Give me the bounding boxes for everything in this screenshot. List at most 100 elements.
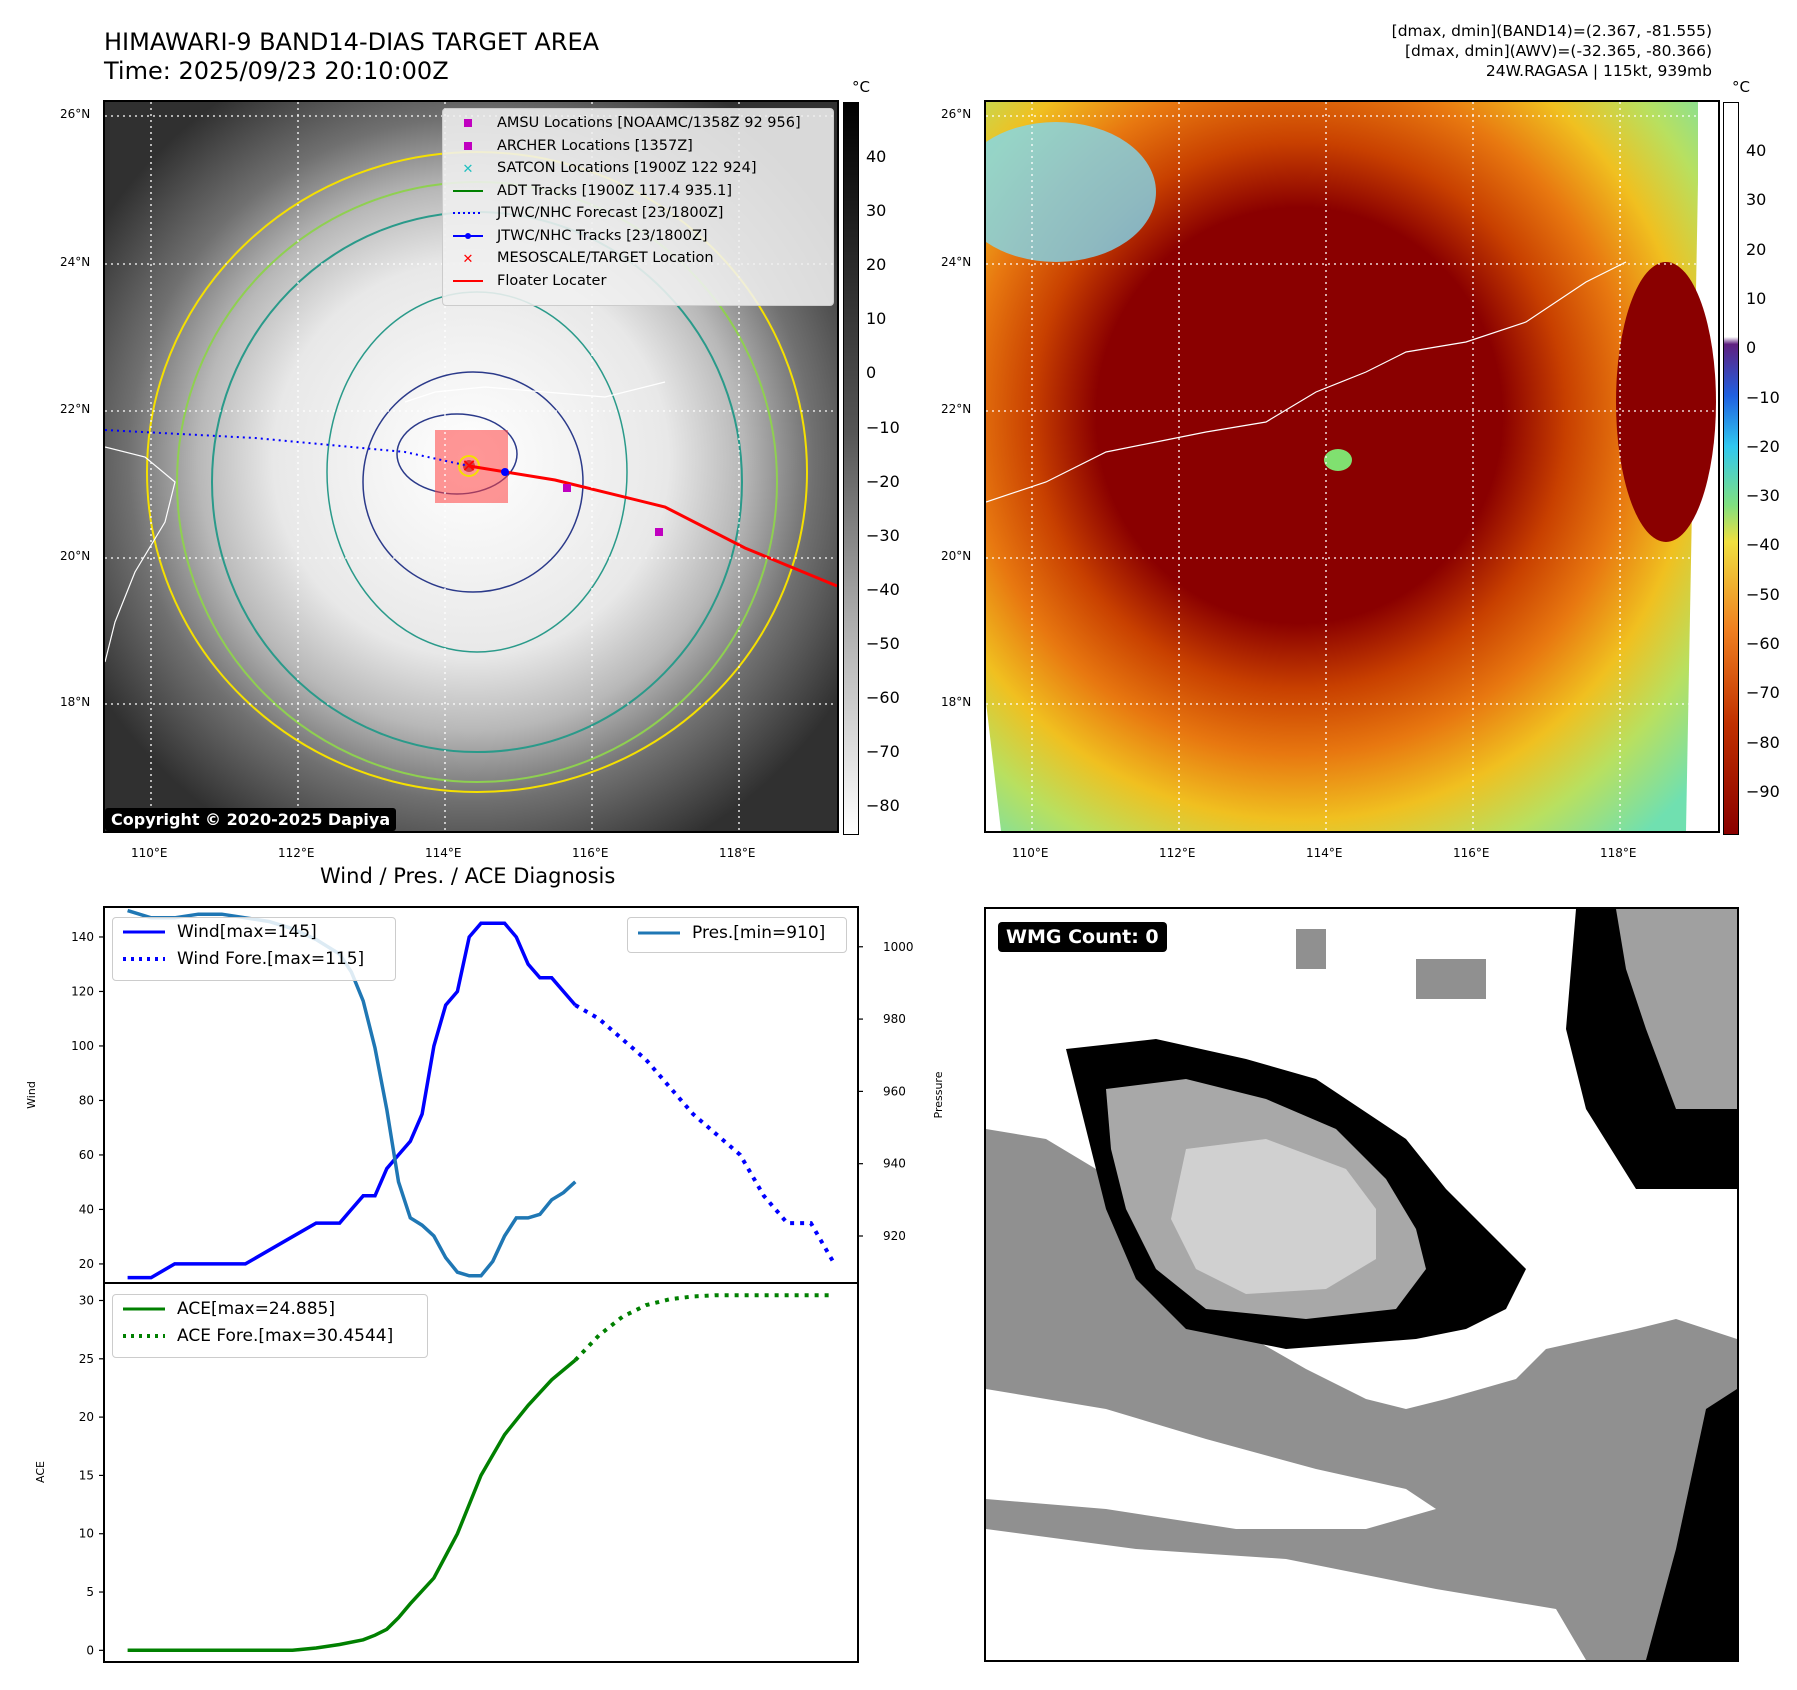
colorbar-tick-label: −40 (1746, 535, 1780, 555)
ace-legend: ACE[max=24.885] ACE Fore.[max=30.4544] (112, 1294, 428, 1358)
colorbar-tick-label: −80 (866, 796, 900, 816)
wind-fore-legend-label: Wind Fore.[max=115] (177, 948, 365, 969)
wmg-panel[interactable]: WMG Count: 0 (984, 907, 1739, 1662)
pressure-ytick-label: 920 (883, 1229, 906, 1243)
awv-range-text: [dmax, dmin](AWV)=(-32.365, -80.366) (1405, 42, 1712, 60)
colorbar-right-unit: °C (1732, 78, 1750, 96)
legend-swatch (453, 189, 483, 192)
lon-tick-label: 112°E (278, 846, 315, 860)
legend-item: JTWC/NHC Tracks [23/1800Z] (443, 225, 833, 248)
band14-colorbar (843, 102, 859, 835)
pressure-ytick-label: 980 (883, 1012, 906, 1026)
lon-tick-label: 114°E (425, 846, 462, 860)
colorbar-tick-label: −30 (866, 525, 900, 545)
mesoscale-marker-icon: ✕ (461, 456, 476, 477)
wind-ytick-label: 100 (71, 1039, 94, 1053)
colorbar-left-unit: °C (852, 78, 870, 96)
legend-swatch (453, 212, 483, 215)
legend-swatch: ✕ (463, 162, 474, 174)
wind-ytick-label: 60 (79, 1148, 94, 1162)
lat-tick-label: 18°N (941, 695, 972, 709)
ace-legend-swatch (123, 1307, 165, 1310)
legend-label: AMSU Locations [NOAAMC/1358Z 92 956] (497, 115, 801, 132)
lon-tick-label: 118°E (1600, 846, 1637, 860)
map-legend: AMSU Locations [NOAAMC/1358Z 92 956] ARCH… (442, 108, 834, 306)
legend-item: ✕ SATCON Locations [1900Z 122 924] (443, 157, 833, 180)
colorbar-tick-label: −60 (866, 688, 900, 707)
colorbar-tick-label: 0 (866, 363, 877, 383)
wind-ytick-label: 20 (79, 1257, 94, 1271)
lon-tick-label: 110°E (1012, 846, 1049, 860)
wind-ytick-label: 40 (79, 1202, 94, 1216)
colorbar-tick-label: 40 (1746, 141, 1767, 160)
legend-swatch (464, 119, 472, 128)
legend-label: MESOSCALE/TARGET Location (497, 250, 714, 267)
ace-ytick-label: 30 (79, 1293, 94, 1307)
wind-legend: Wind[max=145] Wind Fore.[max=115] (112, 917, 396, 981)
lat-tick-label: 24°N (941, 255, 972, 269)
ace-ytick-label: 20 (79, 1410, 94, 1424)
diagnosis-chart-title: Wind / Pres. / ACE Diagnosis (320, 864, 616, 888)
ace-ytick-label: 5 (86, 1585, 94, 1599)
colorbar-tick-label: −70 (866, 742, 900, 762)
ace-line (127, 1358, 577, 1653)
band14-map-panel[interactable]: ✕ AMSU Locations [NOAAMC/1358Z 92 956] AR… (103, 100, 839, 833)
lon-tick-label: 116°E (572, 846, 609, 860)
colorbar-tick-label: −40 (866, 579, 900, 599)
colorbar-tick-label: −90 (1746, 781, 1780, 801)
ace-fore-legend-swatch (123, 1333, 165, 1338)
legend-label: SATCON Locations [1900Z 122 924] (497, 160, 757, 177)
wind-forecast-line (574, 1003, 837, 1265)
pressure-legend-label: Pres.[min=910] (692, 923, 826, 943)
lat-tick-label: 22°N (941, 402, 972, 416)
awv-map-panel[interactable] (984, 100, 1720, 833)
lat-tick-label: 24°N (60, 255, 91, 269)
ace-axis-label: ACE (34, 1461, 47, 1483)
lon-tick-label: 110°E (131, 846, 168, 860)
pressure-legend: Pres.[min=910] (627, 917, 847, 953)
lon-tick-label: 112°E (1159, 846, 1196, 860)
amsu-marker (655, 528, 663, 536)
legend-swatch: ✕ (463, 252, 474, 264)
legend-swatch (453, 279, 483, 282)
svg-text:✕: ✕ (463, 252, 474, 264)
pressure-legend-swatch (638, 931, 680, 935)
legend-item: JTWC/NHC Forecast [23/1800Z] (443, 202, 833, 225)
lon-tick-label: 114°E (1306, 846, 1343, 860)
legend-label: ARCHER Locations [1357Z] (497, 137, 693, 154)
legend-label: JTWC/NHC Forecast [23/1800Z] (497, 205, 724, 222)
legend-label: JTWC/NHC Tracks [23/1800Z] (497, 227, 708, 244)
wind-legend-label: Wind[max=145] (177, 921, 317, 942)
colorbar-tick-label: −50 (1746, 584, 1780, 604)
storm-eye-icon (1324, 449, 1352, 471)
pressure-ytick-label: 960 (883, 1084, 906, 1098)
colorbar-tick-label: −20 (1746, 436, 1780, 456)
ace-chart-frame (103, 1282, 859, 1663)
lat-tick-label: 18°N (60, 695, 91, 709)
colorbar-tick-label: 20 (866, 255, 887, 275)
colorbar-tick-label: −30 (1746, 486, 1780, 506)
legend-swatch (453, 232, 483, 239)
lat-tick-label: 20°N (941, 549, 972, 563)
awv-colorbar (1723, 102, 1739, 835)
wind-line (127, 921, 577, 1280)
colorbar-tick-label: −80 (1746, 732, 1780, 752)
pressure-ytick-label: 940 (883, 1157, 906, 1171)
lon-tick-label: 118°E (719, 846, 756, 860)
lat-tick-label: 26°N (60, 107, 91, 121)
colorbar-tick-label: −50 (866, 633, 900, 653)
legend-item: ✕ MESOSCALE/TARGET Location (443, 247, 833, 270)
ace-ytick-label: 15 (79, 1468, 94, 1482)
wind-ytick-label: 140 (71, 930, 94, 944)
colorbar-tick-label: 0 (1746, 338, 1757, 358)
colorbar-tick-label: −60 (1746, 634, 1780, 653)
wind-legend-swatch (123, 930, 165, 933)
colorbar-tick-label: 20 (1746, 239, 1767, 259)
legend-item: AMSU Locations [NOAAMC/1358Z 92 956] (443, 112, 833, 135)
lat-tick-label: 26°N (941, 107, 972, 121)
wind-axis-label: Wind (25, 1081, 38, 1109)
legend-item: Floater Locater (443, 270, 833, 293)
legend-label: ADT Tracks [1900Z 117.4 935.1] (497, 182, 733, 199)
ace-fore-legend-label: ACE Fore.[max=30.4544] (177, 1325, 394, 1346)
